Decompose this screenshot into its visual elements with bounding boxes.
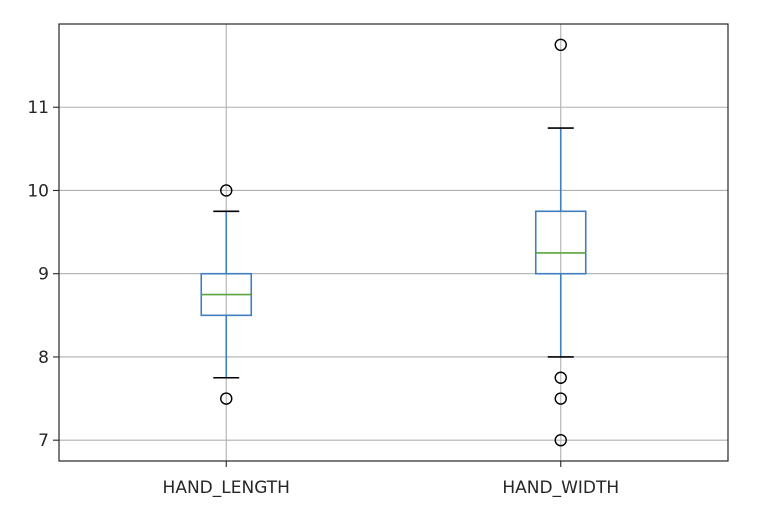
outlier-point xyxy=(554,392,567,405)
box-group-hand-length xyxy=(200,184,253,405)
outlier-point xyxy=(220,184,233,197)
outlier-point xyxy=(220,392,233,405)
grid-lines xyxy=(59,24,728,461)
outlier-point xyxy=(554,38,567,52)
y-tick-label: 11 xyxy=(27,98,49,118)
y-axis: 7 8 9 10 11 xyxy=(27,98,59,451)
x-tick-label: HAND_LENGTH xyxy=(163,478,290,498)
x-axis: HAND_LENGTH HAND_WIDTH xyxy=(163,461,619,498)
y-tick-label: 8 xyxy=(38,348,49,368)
x-tick-label: HAND_WIDTH xyxy=(502,478,619,498)
y-tick-label: 7 xyxy=(38,431,49,451)
y-tick-label: 9 xyxy=(38,265,49,285)
outlier-point xyxy=(554,371,567,384)
box-group-hand-width xyxy=(534,38,587,447)
box-plot-marks xyxy=(200,38,587,447)
y-tick-label: 10 xyxy=(27,181,49,201)
iqr-box xyxy=(534,210,587,275)
outlier-point xyxy=(554,433,567,447)
plot-area-frame xyxy=(58,23,729,462)
